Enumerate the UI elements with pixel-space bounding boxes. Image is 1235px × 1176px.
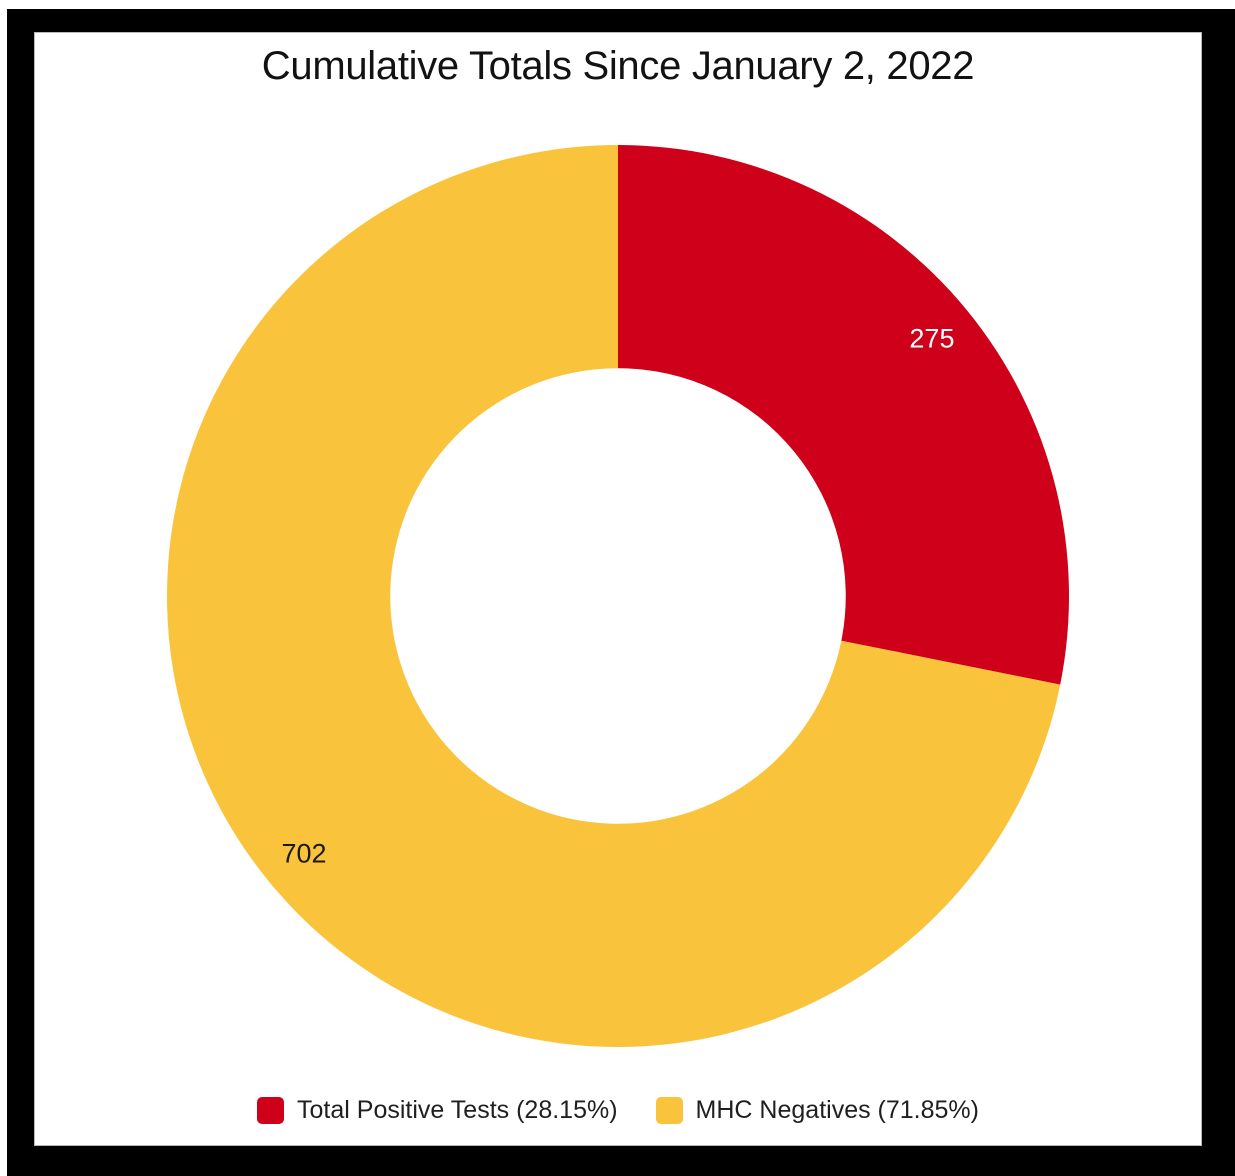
legend-label-total-positive-tests: Total Positive Tests (28.15%) xyxy=(297,1096,618,1124)
chart-card: Cumulative Totals Since January 2, 2022 … xyxy=(35,33,1201,1145)
black-frame: Cumulative Totals Since January 2, 2022 … xyxy=(7,9,1235,1176)
slice-mhc-negatives[interactable] xyxy=(167,145,1061,1047)
donut-chart: 275 702 xyxy=(167,145,1069,1047)
slice-total-positive-tests[interactable] xyxy=(618,145,1069,685)
legend-item-mhc-negatives[interactable]: MHC Negatives (71.85%) xyxy=(655,1096,979,1125)
slice-value-label: 275 xyxy=(909,324,954,354)
legend: Total Positive Tests (28.15%) MHC Negati… xyxy=(257,1096,979,1125)
slice-value-label: 702 xyxy=(282,838,327,868)
legend-item-total-positive-tests[interactable]: Total Positive Tests (28.15%) xyxy=(257,1096,618,1125)
legend-label-mhc-negatives: MHC Negatives (71.85%) xyxy=(695,1096,979,1124)
chart-title: Cumulative Totals Since January 2, 2022 xyxy=(261,44,975,88)
legend-swatch-yellow xyxy=(655,1097,683,1124)
donut-svg: 275 702 xyxy=(167,145,1069,1047)
legend-swatch-red xyxy=(257,1097,285,1124)
